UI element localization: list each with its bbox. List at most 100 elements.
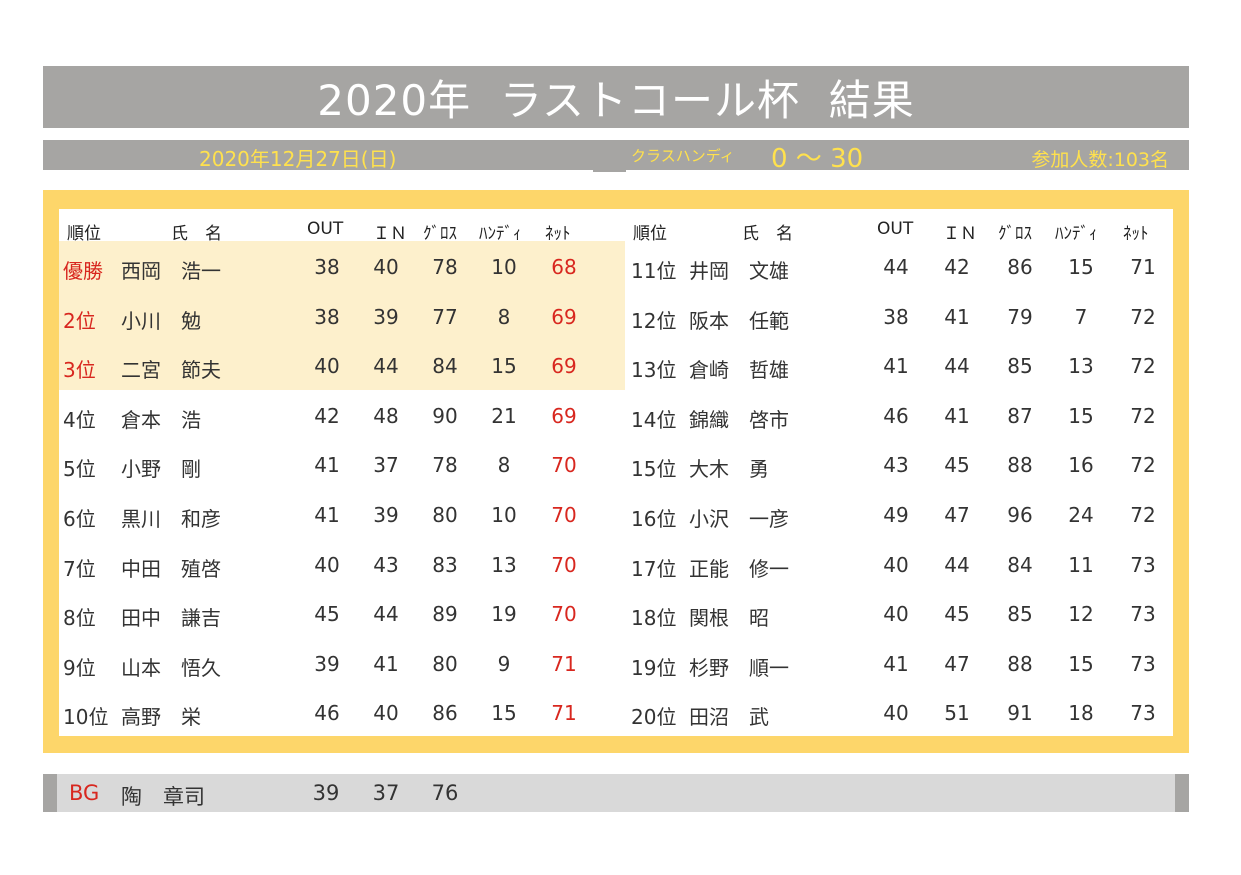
rank-cell: 13位 bbox=[631, 358, 677, 383]
rank-cell: 18位 bbox=[631, 606, 677, 631]
handicap-cell: 12 bbox=[1068, 602, 1094, 627]
table-row: 12位 阪本 任範 38 41 79 7 72 bbox=[625, 293, 1173, 342]
name-cell: 中田 殖啓 bbox=[121, 556, 221, 581]
gross-cell: 78 bbox=[432, 255, 458, 279]
bar-cap-right bbox=[1175, 774, 1189, 812]
table-row: 11位 井岡 文雄 44 42 86 15 71 bbox=[625, 243, 1173, 292]
handicap-cell: 15 bbox=[1068, 651, 1094, 676]
handicap-cell: 15 bbox=[491, 354, 517, 379]
handicap-cell: 10 bbox=[491, 255, 517, 279]
rank-cell: 5位 bbox=[63, 457, 96, 482]
header-out: OUT bbox=[307, 219, 344, 239]
header-in: ＩＮ bbox=[943, 224, 977, 244]
net-cell: 70 bbox=[551, 602, 577, 627]
in-cell: 47 bbox=[944, 651, 970, 676]
handicap-cell: 8 bbox=[497, 453, 511, 478]
header-handicap: ﾊﾝﾃﾞｨ bbox=[1055, 224, 1098, 244]
out-cell: 38 bbox=[314, 255, 340, 279]
title-bar: 2020年 ラストコール杯 結果 bbox=[43, 66, 1189, 128]
rank-cell: 16位 bbox=[631, 507, 677, 531]
gross-cell: 78 bbox=[432, 453, 458, 478]
gross-cell: 84 bbox=[1007, 552, 1033, 577]
name-cell: 倉本 浩 bbox=[121, 407, 201, 432]
net-cell: 73 bbox=[1130, 552, 1156, 577]
table-row: 5位 小野 剛 41 37 78 8 70 bbox=[59, 441, 607, 490]
name-cell: 関根 昭 bbox=[689, 606, 769, 631]
results-panel: 順位 氏 名 OUT ＩＮ ｸﾞﾛｽ ﾊﾝﾃﾞｨ ﾈｯﾄ 優勝 西岡 浩一 38 40… bbox=[59, 209, 1173, 736]
in-cell: 47 bbox=[944, 503, 970, 527]
in-cell: 41 bbox=[944, 403, 970, 428]
in-cell: 40 bbox=[373, 255, 399, 279]
gross-cell: 86 bbox=[432, 701, 458, 726]
handicap-cell: 15 bbox=[1068, 255, 1094, 279]
handicap-cell: 8 bbox=[497, 304, 511, 329]
table-row: 7位 中田 殖啓 40 43 83 13 70 bbox=[59, 541, 607, 590]
out-cell: 43 bbox=[883, 453, 909, 478]
net-cell: 73 bbox=[1130, 701, 1156, 726]
handicap-cell: 11 bbox=[1068, 552, 1094, 577]
participant-count: 参加人数:103名 bbox=[1031, 149, 1169, 171]
table-row: 19位 杉野 順一 41 47 88 15 73 bbox=[625, 640, 1173, 689]
in-cell: 51 bbox=[944, 701, 970, 726]
in-cell: 37 bbox=[373, 453, 399, 478]
in-cell: 45 bbox=[944, 453, 970, 478]
name-cell: 二宮 節夫 bbox=[121, 358, 221, 383]
net-cell: 71 bbox=[1130, 255, 1156, 279]
net-cell: 72 bbox=[1130, 453, 1156, 478]
net-cell: 69 bbox=[551, 304, 577, 329]
out-cell: 46 bbox=[314, 701, 340, 726]
rank-cell: 優勝 bbox=[63, 259, 103, 283]
net-cell: 73 bbox=[1130, 651, 1156, 676]
out-cell: 49 bbox=[883, 503, 909, 527]
name-cell: 小沢 一彦 bbox=[689, 507, 789, 531]
header-handicap: ﾊﾝﾃﾞｨ bbox=[479, 224, 522, 244]
rank-cell: 12位 bbox=[631, 308, 677, 333]
handicap-cell: 18 bbox=[1068, 701, 1094, 726]
table-row: 20位 田沼 武 40 51 91 18 73 bbox=[625, 689, 1173, 738]
header-net: ﾈｯﾄ bbox=[1123, 224, 1149, 244]
net-cell: 71 bbox=[551, 701, 577, 726]
in-cell: 43 bbox=[373, 552, 399, 577]
bg-name: 陶 章司 bbox=[121, 785, 205, 809]
class-range: 0 ～ 30 bbox=[771, 144, 864, 174]
name-cell: 小野 剛 bbox=[121, 457, 201, 482]
table-row: 6位 黒川 和彦 41 39 80 10 70 bbox=[59, 491, 607, 540]
gross-cell: 90 bbox=[432, 403, 458, 428]
in-cell: 39 bbox=[373, 304, 399, 329]
handicap-cell: 15 bbox=[1068, 403, 1094, 428]
rank-cell: 2位 bbox=[63, 308, 96, 333]
net-cell: 70 bbox=[551, 503, 577, 527]
out-cell: 38 bbox=[314, 304, 340, 329]
net-cell: 71 bbox=[551, 651, 577, 676]
rank-cell: 3位 bbox=[63, 358, 96, 383]
in-cell: 44 bbox=[373, 602, 399, 627]
name-cell: 黒川 和彦 bbox=[121, 507, 221, 531]
handicap-cell: 21 bbox=[491, 403, 517, 428]
out-cell: 40 bbox=[883, 602, 909, 627]
gross-cell: 87 bbox=[1007, 403, 1033, 428]
in-cell: 41 bbox=[373, 651, 399, 676]
net-cell: 70 bbox=[551, 453, 577, 478]
rank-cell: 7位 bbox=[63, 556, 96, 581]
table-row: 15位 大木 勇 43 45 88 16 72 bbox=[625, 441, 1173, 490]
results-left-column: 順位 氏 名 OUT ＩＮ ｸﾞﾛｽ ﾊﾝﾃﾞｨ ﾈｯﾄ 優勝 西岡 浩一 38 40… bbox=[59, 209, 625, 736]
table-row: 優勝 西岡 浩一 38 40 78 10 68 bbox=[59, 243, 607, 292]
header-in: ＩＮ bbox=[373, 224, 407, 244]
name-cell: 山本 悟久 bbox=[121, 655, 221, 680]
gross-cell: 89 bbox=[432, 602, 458, 627]
net-cell: 69 bbox=[551, 403, 577, 428]
gross-cell: 77 bbox=[432, 304, 458, 329]
rank-cell: 6位 bbox=[63, 507, 96, 531]
event-date: 2020年12月27日(日) bbox=[199, 147, 397, 171]
out-cell: 40 bbox=[314, 552, 340, 577]
header-name: 氏 名 bbox=[742, 224, 793, 244]
header-net: ﾈｯﾄ bbox=[545, 224, 571, 244]
gross-cell: 88 bbox=[1007, 453, 1033, 478]
name-cell: 正能 修一 bbox=[689, 556, 789, 581]
table-row: 2位 小川 勉 38 39 77 8 69 bbox=[59, 293, 607, 342]
in-cell: 41 bbox=[944, 304, 970, 329]
results-right-column: 順位 氏 名 OUT ＩＮ ｸﾞﾛｽ ﾊﾝﾃﾞｨ ﾈｯﾄ 11位 井岡 文雄 44 4… bbox=[625, 209, 1173, 736]
bg-label: BG bbox=[69, 781, 100, 805]
rank-cell: 11位 bbox=[631, 259, 677, 283]
in-cell: 40 bbox=[373, 701, 399, 726]
